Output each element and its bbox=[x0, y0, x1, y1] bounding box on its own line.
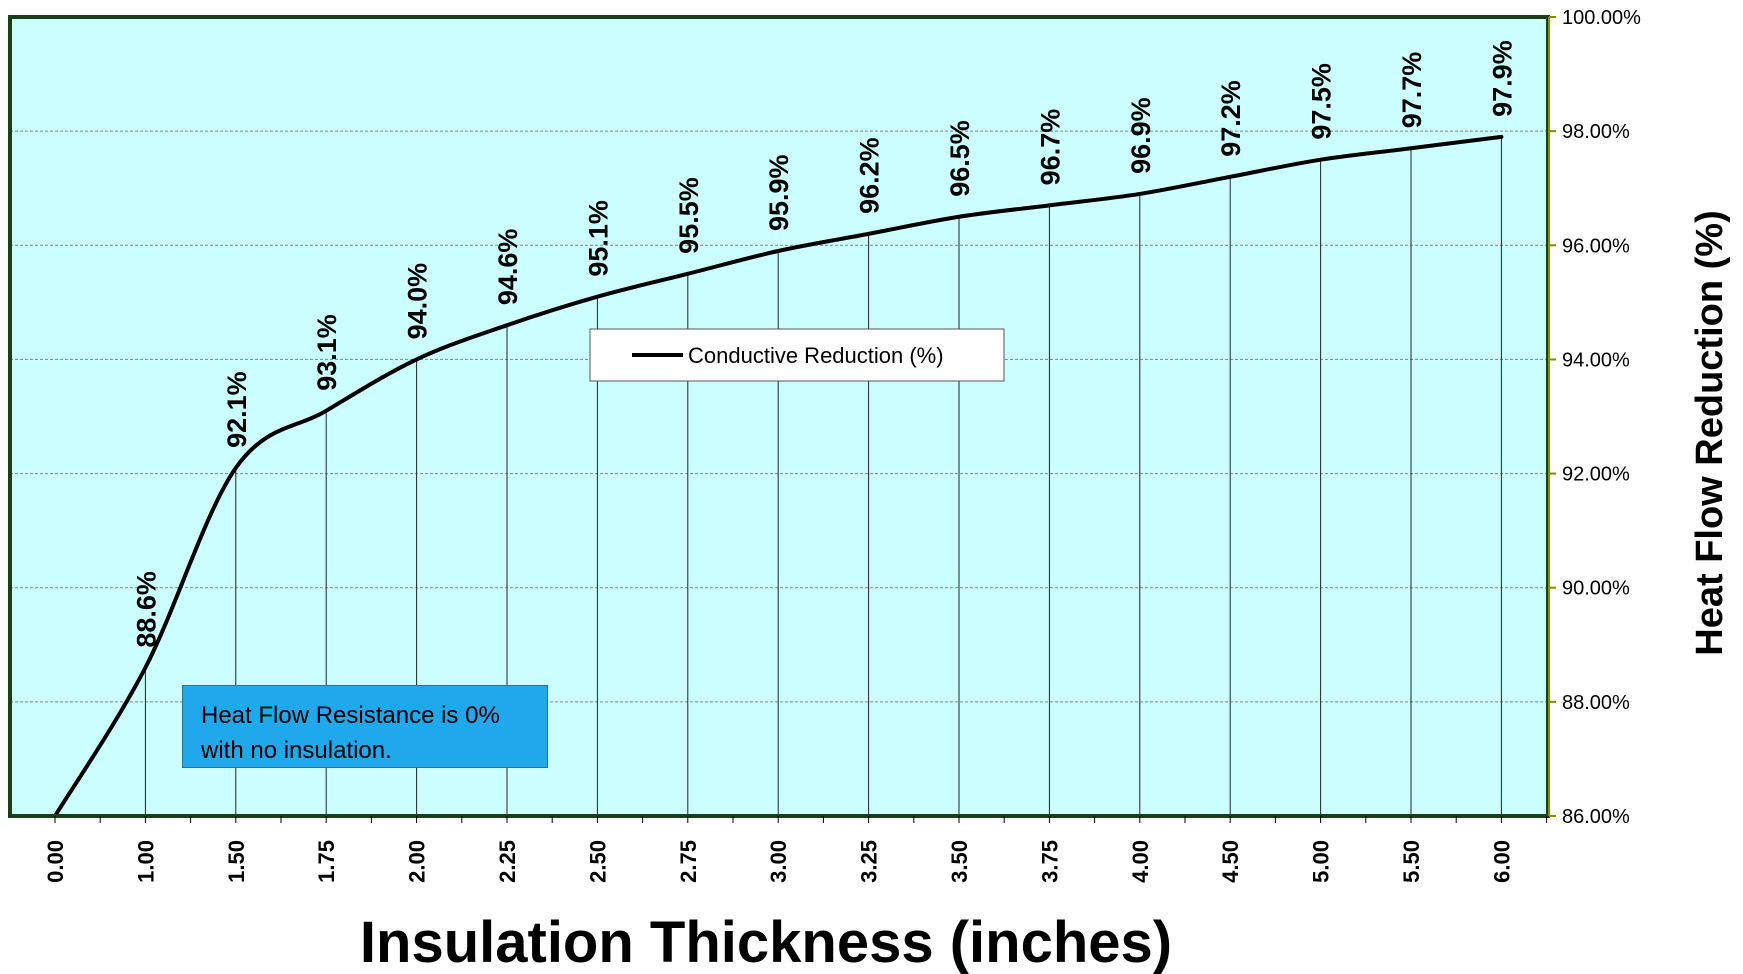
data-label: 93.1% bbox=[312, 314, 342, 391]
annotation-line-1: Heat Flow Resistance is 0% bbox=[201, 702, 500, 729]
x-tick-label: 5.00 bbox=[1309, 840, 1334, 883]
x-tick-label: 3.75 bbox=[1037, 840, 1062, 883]
y-tick-label: 88.00% bbox=[1562, 692, 1630, 714]
data-label: 96.9% bbox=[1126, 97, 1156, 174]
y-tick-label: 92.00% bbox=[1562, 464, 1630, 486]
x-tick-label: 0.00 bbox=[43, 840, 68, 883]
data-label: 94.6% bbox=[493, 229, 523, 306]
legend-entry: Conductive Reduction (%) bbox=[688, 343, 944, 368]
x-tick-label: 1.00 bbox=[133, 840, 158, 883]
annotation-line-2: with no insulation. bbox=[201, 737, 392, 764]
data-label: 95.9% bbox=[764, 154, 794, 231]
data-label: 88.6% bbox=[131, 571, 161, 648]
x-tick-label: 2.25 bbox=[495, 840, 520, 883]
data-label: 92.1% bbox=[222, 371, 252, 448]
data-label: 97.7% bbox=[1397, 52, 1427, 129]
y-tick-label: 90.00% bbox=[1562, 578, 1630, 600]
data-label: 97.2% bbox=[1216, 80, 1246, 157]
x-tick-label: 2.00 bbox=[405, 840, 430, 883]
x-axis: 0.00 1.00 1.50 1.75 2.00 2.25 2.50 2.75 3.00 3.25… bbox=[43, 816, 1548, 883]
data-label: 97.9% bbox=[1487, 40, 1517, 117]
x-tick-label: 2.75 bbox=[676, 840, 701, 883]
x-axis-title: Insulation Thickness (inches) bbox=[360, 910, 1172, 974]
plot-area bbox=[10, 17, 1548, 816]
series-line-conductive-reduction bbox=[53, 134, 1504, 818]
y-tick-label: 94.00% bbox=[1562, 349, 1630, 371]
data-label: 94.0% bbox=[403, 263, 433, 340]
data-label: 95.1% bbox=[583, 200, 613, 277]
legend: Conductive Reduction (%) bbox=[589, 328, 1005, 382]
x-tick-label: 3.25 bbox=[857, 840, 882, 883]
annotation-box: Heat Flow Resistance is 0% with no insul… bbox=[182, 685, 548, 768]
x-tick-label: 5.50 bbox=[1399, 840, 1424, 883]
data-label: 96.2% bbox=[855, 137, 885, 214]
data-label: 96.5% bbox=[945, 120, 975, 197]
x-tick-label: 1.75 bbox=[314, 840, 339, 883]
x-tick-label: 3.00 bbox=[766, 840, 791, 883]
x-tick-label: 2.50 bbox=[585, 840, 610, 883]
x-tick-label: 1.50 bbox=[224, 840, 249, 883]
drop-lines bbox=[144, 136, 1502, 816]
x-tick-label: 4.50 bbox=[1218, 840, 1243, 883]
y-tick-label: 86.00% bbox=[1562, 806, 1630, 828]
y-axis-title: Heat Flow Reduction (%) bbox=[1689, 210, 1731, 655]
y-axis: 86.00% 88.00% 90.00% 92.00% 94.00% 96.00% 98.0… bbox=[1549, 7, 1641, 828]
y-tick-label: 98.00% bbox=[1562, 121, 1630, 143]
y-tick-label: 100.00% bbox=[1562, 7, 1641, 29]
x-tick-label: 3.50 bbox=[947, 840, 972, 883]
x-tick-label: 6.00 bbox=[1489, 840, 1514, 883]
y-tick-label: 96.00% bbox=[1562, 235, 1630, 257]
data-label: 95.5% bbox=[674, 177, 704, 254]
data-label: 96.7% bbox=[1035, 109, 1065, 186]
x-tick-label: 4.00 bbox=[1128, 840, 1153, 883]
data-label: 97.5% bbox=[1307, 63, 1337, 140]
data-labels: 88.6% 92.1% 93.1% 94.0% 94.6% 95.1% 95.5% 95.9%… bbox=[131, 40, 1517, 647]
